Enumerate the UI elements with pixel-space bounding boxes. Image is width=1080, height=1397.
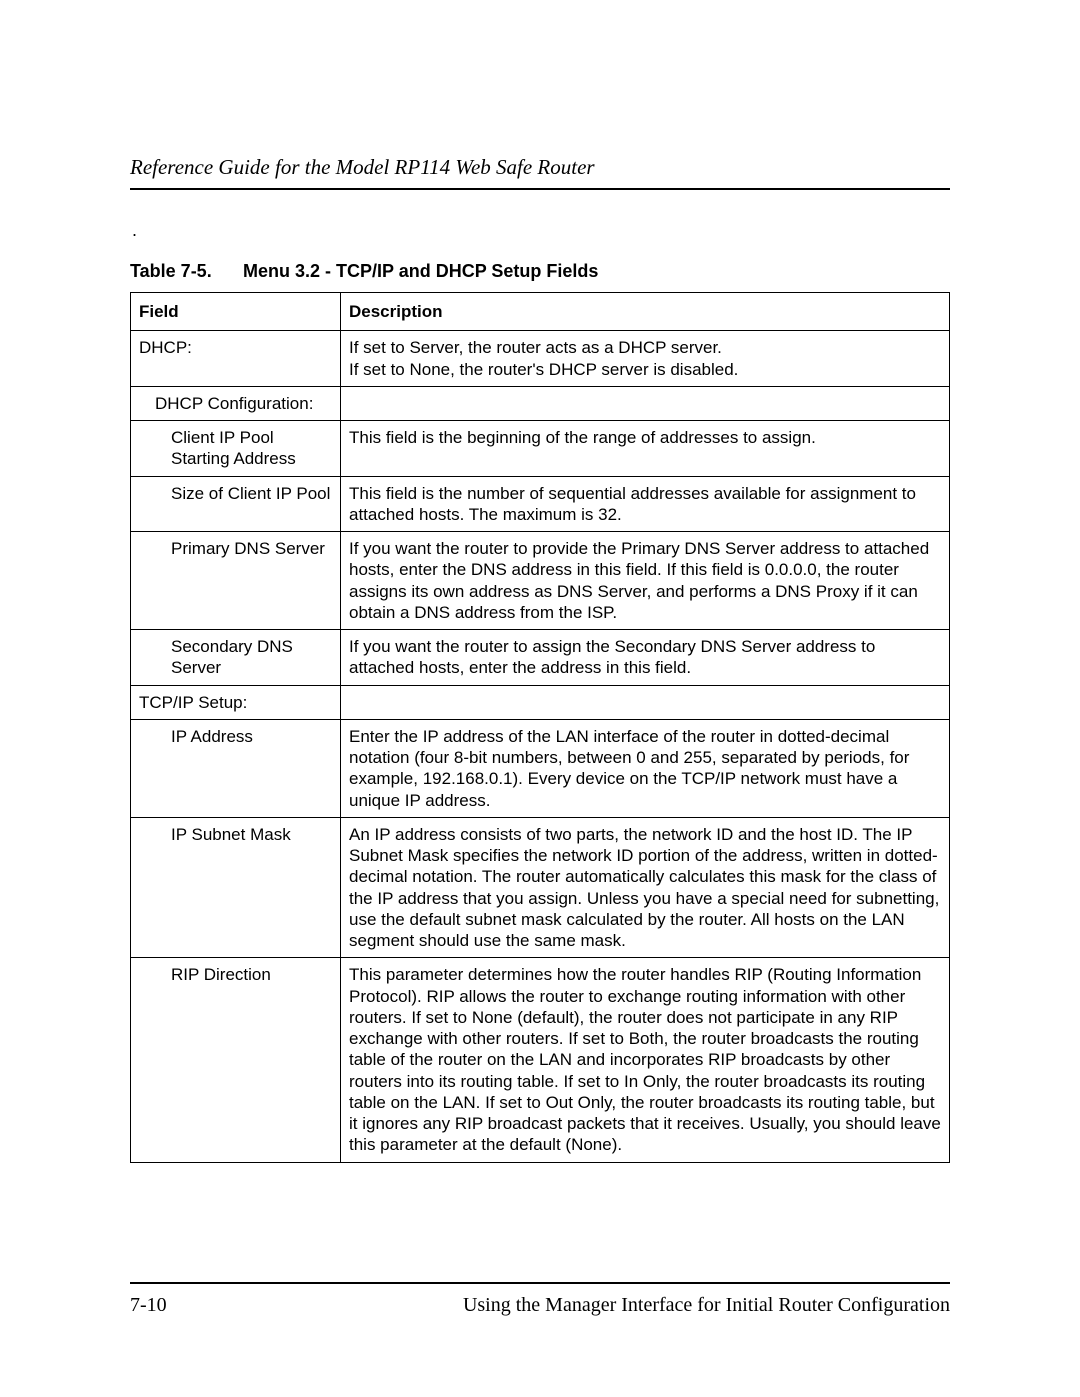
field-description-cell: [341, 386, 950, 420]
field-name: DHCP:: [139, 338, 192, 357]
footer-rule: [130, 1282, 950, 1284]
field-description-cell: If you want the router to provide the Pr…: [341, 532, 950, 630]
page-number: 7-10: [130, 1294, 167, 1317]
table-row: Size of Client IP Pool This field is the …: [131, 476, 950, 532]
field-name-cell: Secondary DNS Server: [131, 630, 341, 686]
field-description-cell: Enter the IP address of the LAN interfac…: [341, 719, 950, 817]
field-description-cell: If set to Server, the router acts as a D…: [341, 331, 950, 387]
field-name: Secondary DNS Server: [139, 636, 332, 679]
field-name-cell: IP Address: [131, 719, 341, 817]
table-header-row: Field Description: [131, 293, 950, 331]
table-row: Primary DNS Server If you want the router…: [131, 532, 950, 630]
field-name: TCP/IP Setup:: [139, 693, 247, 712]
field-description-cell: An IP address consists of two parts, the…: [341, 817, 950, 958]
col-header-field: Field: [131, 293, 341, 331]
running-header: Reference Guide for the Model RP114 Web …: [130, 155, 950, 188]
table-row: RIP Direction This parameter determines h…: [131, 958, 950, 1162]
table-row: IP Subnet Mask An IP address consists of …: [131, 817, 950, 958]
field-name: IP Subnet Mask: [139, 824, 291, 845]
table-title: Menu 3.2 - TCP/IP and DHCP Setup Fields: [243, 261, 598, 281]
field-description-cell: This field is the beginning of the range…: [341, 421, 950, 477]
field-name: Client IP Pool Starting Address: [139, 427, 332, 470]
field-name-cell: DHCP:: [131, 331, 341, 387]
field-name-cell: Client IP Pool Starting Address: [131, 421, 341, 477]
col-header-description: Description: [341, 293, 950, 331]
field-name: Size of Client IP Pool: [139, 483, 330, 504]
table-row: Client IP Pool Starting AddressThis fiel…: [131, 421, 950, 477]
field-description-cell: This field is the number of sequential a…: [341, 476, 950, 532]
field-name-cell: RIP Direction: [131, 958, 341, 1162]
field-name: Primary DNS Server: [139, 538, 325, 559]
table-row: Secondary DNS ServerIf you want the rout…: [131, 630, 950, 686]
field-name: DHCP Configuration:: [139, 393, 313, 414]
field-name: RIP Direction: [139, 964, 271, 985]
table-row: DHCP: If set to Server, the router acts a…: [131, 331, 950, 387]
field-description-cell: If you want the router to assign the Sec…: [341, 630, 950, 686]
field-name: IP Address: [139, 726, 253, 747]
field-name-cell: DHCP Configuration:: [131, 386, 341, 420]
footer-section-title: Using the Manager Interface for Initial …: [463, 1294, 950, 1317]
table-row: DHCP Configuration:: [131, 386, 950, 420]
table-row: IP Address Enter the IP address of the LA…: [131, 719, 950, 817]
field-name-cell: Primary DNS Server: [131, 532, 341, 630]
field-name-cell: Size of Client IP Pool: [131, 476, 341, 532]
field-description-cell: This parameter determines how the router…: [341, 958, 950, 1162]
header-rule: [130, 188, 950, 190]
table-row: TCP/IP Setup:: [131, 685, 950, 719]
stray-dot: .: [132, 220, 950, 241]
field-name-cell: TCP/IP Setup:: [131, 685, 341, 719]
page-footer: 7-10 Using the Manager Interface for Ini…: [130, 1282, 950, 1317]
document-page: Reference Guide for the Model RP114 Web …: [0, 0, 1080, 1397]
field-description-cell: [341, 685, 950, 719]
field-name-cell: IP Subnet Mask: [131, 817, 341, 958]
table-number: Table 7-5.: [130, 261, 238, 282]
table-caption: Table 7-5. Menu 3.2 - TCP/IP and DHCP Se…: [130, 261, 950, 282]
fields-table: Field Description DHCP: If set to Server,…: [130, 292, 950, 1163]
